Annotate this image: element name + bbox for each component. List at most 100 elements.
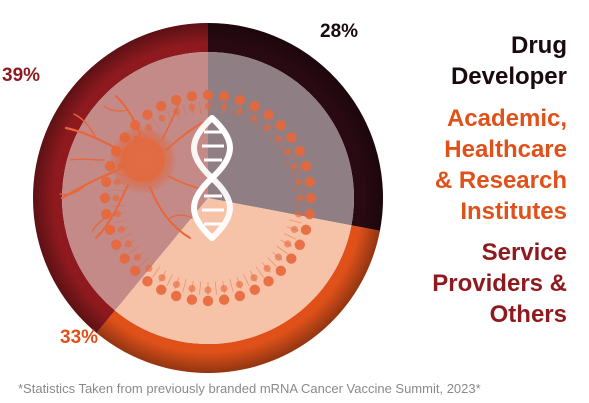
lipid-bead	[142, 109, 153, 120]
lipid-tail	[286, 226, 300, 232]
value-label-academic: 33%	[60, 327, 99, 348]
lipid-tail	[119, 233, 133, 240]
lipid-bead	[234, 94, 246, 106]
legend-label-service-providers: Service Providers & Others	[432, 239, 567, 328]
lipid-tail	[174, 276, 180, 290]
lipid-bead	[294, 146, 305, 157]
lipid-bead	[119, 253, 130, 264]
lipid-bead	[300, 224, 312, 236]
lipid-tail	[243, 109, 250, 123]
lipid-tail	[267, 257, 277, 267]
lipid-tail	[290, 212, 304, 216]
lipid-tail	[229, 104, 234, 117]
lipid-bead	[99, 192, 111, 204]
lipid-tail	[145, 262, 155, 273]
lipid-tail	[286, 164, 300, 170]
lipid-tail	[255, 266, 264, 278]
lipid-tail	[222, 102, 226, 116]
lipid-tail	[159, 270, 167, 283]
lipid-tail	[291, 204, 305, 207]
lipid-tail	[133, 251, 144, 261]
legend-label-drug-developer: Drug Developer	[450, 32, 567, 90]
lipid-tail	[152, 266, 161, 278]
lipid-tail	[236, 106, 242, 120]
lipid-tail	[229, 279, 234, 292]
lipid-tail	[166, 273, 173, 287]
lipid-bead	[305, 192, 317, 204]
lipid-tail	[182, 104, 187, 117]
lipid-tail	[174, 106, 180, 120]
legend-label-academic: Academic, Healthcare & Research Institut…	[434, 105, 567, 225]
lipid-bead	[202, 89, 214, 101]
lipid-tail	[291, 189, 305, 192]
lipid-tail	[190, 102, 194, 116]
lipid-tail	[280, 149, 293, 157]
lipid-bead	[234, 290, 246, 302]
lipid-bead	[263, 109, 274, 120]
lipid-tail	[159, 113, 167, 126]
lipid-bead	[104, 224, 116, 236]
lipid-tail	[243, 273, 250, 287]
lipid-tail	[249, 270, 257, 283]
lipid-tail	[190, 280, 194, 294]
lipid-bead	[101, 176, 112, 188]
lipid-tail	[272, 251, 283, 261]
lipid-bead	[286, 132, 297, 143]
lipid-bead	[294, 239, 305, 250]
lipid-bead	[186, 91, 198, 102]
lipid-tail	[280, 239, 293, 247]
lipid-bead	[170, 290, 182, 302]
lipid-tail	[112, 212, 126, 216]
value-label-service-providers: 39%	[2, 65, 41, 86]
lipid-tail	[236, 276, 242, 290]
lipid-tail	[289, 172, 302, 177]
lipid-bead	[263, 276, 274, 287]
lipid-bead	[202, 295, 214, 307]
lipid-tail	[123, 239, 136, 247]
lipid-tail	[261, 123, 271, 134]
lipid-tail	[267, 129, 277, 139]
lipid-bead	[300, 160, 312, 172]
lipid-tail	[111, 189, 125, 192]
lipid-tail	[283, 156, 297, 163]
lipid-tail	[276, 142, 288, 151]
lipid-bead	[101, 208, 112, 220]
lipid-tail	[199, 101, 202, 115]
lipid-bead	[186, 294, 198, 305]
lipid-bead	[142, 276, 153, 287]
footnote: *Statistics Taken from previously brande…	[18, 381, 481, 396]
lipid-tail	[283, 233, 297, 240]
lipid-tail	[214, 281, 217, 295]
lipid-tail	[255, 118, 264, 130]
lipid-bead	[218, 91, 230, 102]
lipid-tail	[289, 219, 302, 224]
lipid-tail	[182, 279, 187, 292]
lipid-tail	[214, 101, 217, 115]
lipid-tail	[199, 281, 202, 295]
lipid-tail	[290, 180, 304, 184]
lipid-bead	[156, 284, 167, 295]
lipid-tail	[114, 219, 127, 224]
lipid-tail	[272, 135, 283, 145]
lipid-bead	[304, 176, 315, 188]
ring-depth-shade	[33, 23, 383, 373]
lipid-bead	[156, 101, 167, 112]
lipid-bead	[304, 208, 315, 220]
dna-helix-illustration	[191, 115, 233, 241]
lipid-bead	[218, 294, 230, 305]
lipid-tail	[261, 262, 271, 273]
lipid-bead	[249, 284, 260, 295]
cancer-cell-illustration	[59, 95, 207, 239]
lipid-tail	[276, 245, 288, 254]
lipid-tail	[249, 113, 257, 126]
lipid-bead	[286, 253, 297, 264]
lipid-tail	[139, 257, 149, 267]
lipid-bead	[111, 239, 122, 250]
lipid-tail	[116, 226, 130, 232]
value-label-drug-developer: 28%	[320, 21, 359, 42]
lipid-bead	[249, 101, 260, 112]
lipid-bead	[275, 265, 287, 277]
lipid-tail	[152, 118, 161, 130]
lipid-bead	[275, 119, 287, 131]
